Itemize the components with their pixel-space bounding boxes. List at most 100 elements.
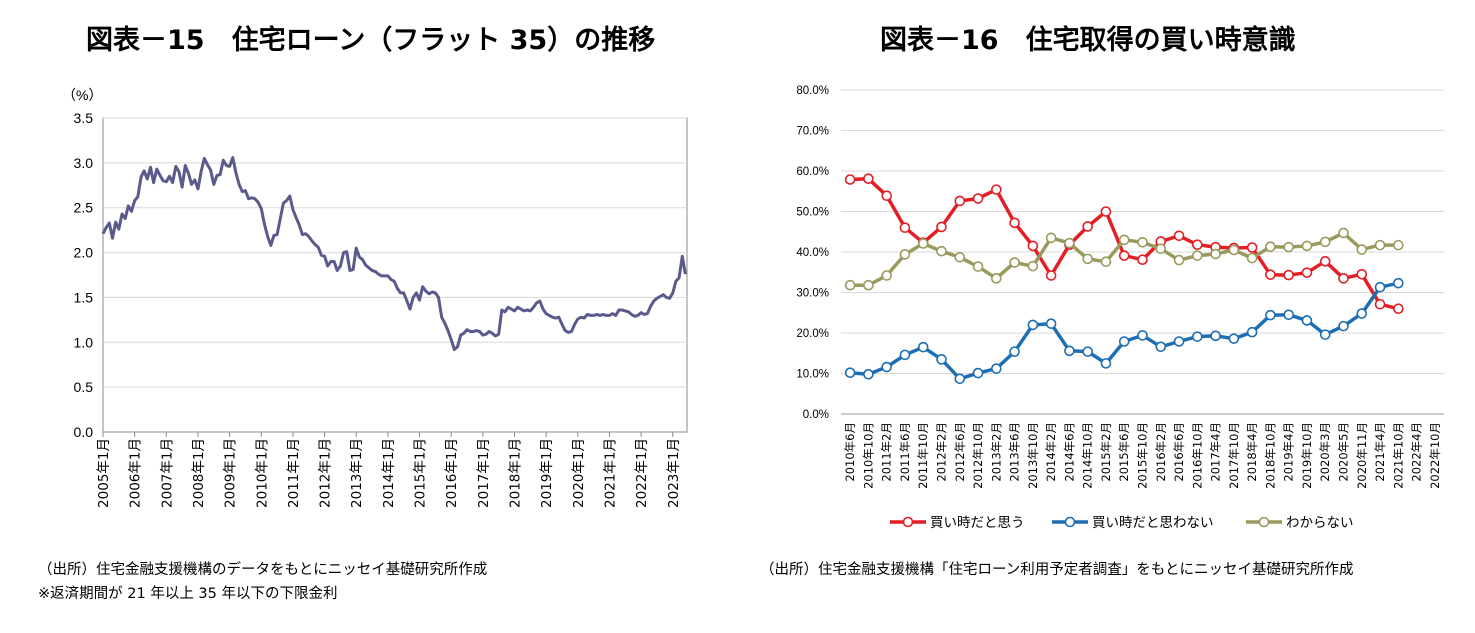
data-point-2 bbox=[991, 273, 1002, 284]
data-point-2 bbox=[1137, 236, 1148, 248]
data-point-1 bbox=[954, 373, 966, 385]
x-tick-label-16: 2021年4月 bbox=[1373, 422, 1387, 482]
data-point-2 bbox=[1100, 256, 1112, 268]
y-tick-label-16: 60.0% bbox=[796, 166, 829, 178]
data-point-1 bbox=[1228, 333, 1240, 344]
data-point-2 bbox=[1228, 244, 1240, 256]
x-tick-label-16: 2014年2月 bbox=[1044, 422, 1058, 482]
data-point-0 bbox=[1265, 269, 1276, 280]
x-tick-label-15: 2011年1月 bbox=[286, 438, 302, 508]
x-tick-label-15: 2007年1月 bbox=[159, 438, 175, 508]
y-tick-label-15: 1.0 bbox=[74, 334, 94, 350]
data-point-1 bbox=[1009, 346, 1020, 357]
x-tick-label-16: 2017年4月 bbox=[1209, 422, 1223, 482]
y-axis-unit-15: （%） bbox=[62, 87, 102, 103]
data-point-2 bbox=[1082, 253, 1093, 265]
data-point-2 bbox=[1283, 241, 1294, 253]
data-point-0 bbox=[1356, 268, 1368, 280]
data-point-2 bbox=[954, 251, 966, 263]
data-point-1 bbox=[917, 341, 929, 353]
x-tick-label-16: 2020年11月 bbox=[1355, 422, 1369, 489]
legend-marker-0 bbox=[902, 516, 914, 528]
mortgage-rate-chart: 3.5 3.0 2.5 2.0 1.5 1.0 0.5 0.0 （%） 2005年1月 2006年1… bbox=[62, 87, 688, 508]
x-tick-label-16: 2010年6月 bbox=[843, 422, 857, 482]
x-tick-label-15: 2023年1月 bbox=[666, 438, 682, 508]
y-tick-label-16: 20.0% bbox=[796, 328, 829, 340]
data-point-1 bbox=[1100, 358, 1112, 369]
data-point-1 bbox=[1393, 277, 1404, 289]
x-tick-label-15: 2012年1月 bbox=[318, 438, 334, 508]
data-point-2 bbox=[1374, 239, 1386, 251]
data-point-1 bbox=[899, 349, 911, 361]
x-tick-label-15: 2008年1月 bbox=[191, 438, 207, 508]
series-group-1 bbox=[844, 277, 1404, 385]
data-point-2 bbox=[899, 249, 911, 260]
x-tick-label-15: 2021年1月 bbox=[602, 438, 618, 508]
data-point-1 bbox=[881, 361, 892, 373]
data-point-1 bbox=[1301, 315, 1313, 326]
y-tick-label-15: 3.5 bbox=[74, 110, 94, 126]
data-point-1 bbox=[1137, 330, 1148, 341]
data-point-0 bbox=[863, 173, 874, 184]
data-point-0 bbox=[954, 195, 966, 207]
data-point-2 bbox=[863, 279, 874, 291]
chart-16-source: （出所）住宅金融支援機構「住宅ローン利用予定者調査」をもとにニッセイ基礎研究所作… bbox=[760, 562, 1354, 578]
x-tick-label-15: 2017年1月 bbox=[476, 438, 492, 508]
data-point-0 bbox=[1374, 298, 1386, 310]
series-line-1 bbox=[849, 281, 1399, 381]
x-tick-label-16: 2012年2月 bbox=[935, 422, 949, 482]
data-point-2 bbox=[1301, 240, 1313, 252]
data-point-0 bbox=[1027, 240, 1039, 252]
x-tick-label-16: 2011年10月 bbox=[916, 422, 930, 489]
data-point-2 bbox=[1064, 237, 1075, 249]
x-tick-label-15: 2013年1月 bbox=[349, 438, 365, 508]
data-point-2 bbox=[972, 261, 984, 272]
legend-label-1: 買い時だと思わない bbox=[1092, 515, 1214, 531]
data-point-0 bbox=[844, 174, 856, 185]
x-tick-label-16: 2020年3月 bbox=[1318, 422, 1332, 482]
data-point-1 bbox=[1192, 331, 1203, 342]
data-point-0 bbox=[1246, 242, 1258, 253]
data-point-0 bbox=[1100, 206, 1112, 217]
data-point-0 bbox=[1319, 256, 1331, 267]
data-point-0 bbox=[936, 221, 947, 233]
y-tick-label-15: 1.5 bbox=[74, 289, 94, 305]
data-point-2 bbox=[936, 245, 947, 257]
data-point-2 bbox=[1210, 248, 1221, 260]
chart-15-source: （出所）住宅金融支援機構のデータをもとにニッセイ基礎研究所作成 bbox=[38, 562, 488, 578]
y-tick-label-15: 3.0 bbox=[74, 155, 94, 171]
legend-marker-1 bbox=[1064, 516, 1076, 528]
data-point-0 bbox=[1045, 270, 1057, 281]
x-tick-label-16: 2018年4月 bbox=[1245, 422, 1259, 482]
x-tick-label-15: 2019年1月 bbox=[539, 438, 555, 508]
x-tick-label-16: 2018年10月 bbox=[1263, 422, 1277, 489]
data-point-0 bbox=[972, 193, 984, 204]
x-tick-label-16: 2012年10月 bbox=[971, 422, 985, 489]
data-point-2 bbox=[1027, 260, 1039, 272]
y-tick-label-16: 80.0% bbox=[796, 85, 829, 97]
chart-15-title: 図表－15 住宅ローン（フラット 35）の推移 bbox=[86, 25, 656, 56]
y-tick-label-16: 50.0% bbox=[796, 207, 829, 219]
data-point-1 bbox=[1210, 330, 1221, 342]
x-tick-label-16: 2015年6月 bbox=[1117, 422, 1131, 482]
x-tick-label-15: 2015年1月 bbox=[413, 438, 429, 508]
data-point-2 bbox=[1118, 234, 1130, 246]
data-point-2 bbox=[1356, 244, 1368, 255]
data-point-1 bbox=[1173, 336, 1185, 347]
y-tick-label-15: 0.0 bbox=[74, 424, 94, 440]
x-tick-label-16: 2015年10月 bbox=[1136, 422, 1150, 489]
data-point-1 bbox=[1155, 341, 1167, 353]
x-tick-label-15: 2022年1月 bbox=[634, 438, 650, 508]
data-point-0 bbox=[1338, 273, 1349, 284]
x-tick-label-15: 2014年1月 bbox=[381, 438, 397, 508]
x-tick-label-15: 2016年1月 bbox=[444, 438, 460, 508]
data-point-1 bbox=[1265, 309, 1276, 321]
x-tick-label-16: 2010年10月 bbox=[861, 422, 875, 489]
x-tick-label-16: 2022年4月 bbox=[1410, 422, 1424, 482]
data-point-1 bbox=[1356, 308, 1368, 319]
data-point-0 bbox=[1393, 303, 1404, 315]
data-point-2 bbox=[917, 238, 929, 249]
data-point-2 bbox=[1045, 232, 1057, 244]
data-point-2 bbox=[1319, 236, 1331, 248]
data-point-1 bbox=[936, 354, 947, 365]
